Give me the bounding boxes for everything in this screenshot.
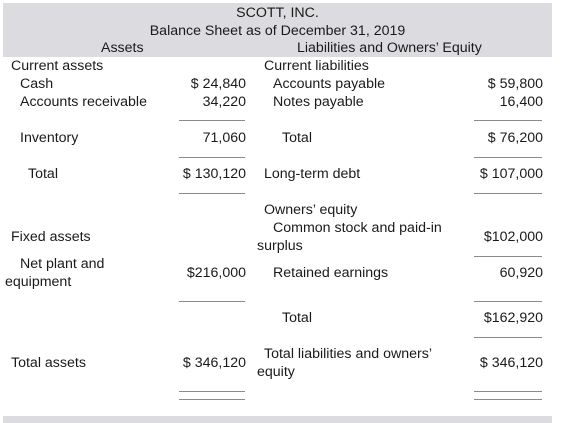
accounts-receivable-label: Accounts receivable (20, 94, 147, 110)
common-stock-value: $102,000 (483, 229, 543, 245)
rule (179, 157, 245, 158)
footer-band (3, 416, 552, 423)
rule (179, 120, 245, 121)
long-term-debt-value: $ 107,000 (479, 166, 543, 182)
retained-earnings-label: Retained earnings (273, 265, 389, 281)
cash-label: Cash (20, 76, 54, 92)
rule (474, 399, 542, 400)
notes-payable-value: 16,400 (499, 94, 543, 110)
accounts-payable-value: $ 59,800 (487, 76, 543, 92)
total-assets-label: Total assets (11, 355, 86, 371)
net-plant-label-line1: Net plant and (20, 256, 105, 272)
accounts-payable-label: Accounts payable (273, 76, 385, 92)
cash-value: $ 24,840 (190, 76, 246, 92)
total-current-assets-label: Total (28, 166, 58, 182)
total-equity-label: Total (282, 310, 312, 326)
total-liabilities-equity-label-line1: Total liabilities and owners’ (264, 346, 432, 362)
owners-equity-label: Owners’ equity (264, 202, 358, 218)
rule (179, 193, 245, 194)
liabilities-heading: Liabilities and Owners’ Equity (297, 40, 482, 56)
notes-payable-label: Notes payable (273, 94, 364, 110)
net-plant-label-line2: equipment (5, 274, 72, 290)
total-current-liabilities-value: $ 76,200 (487, 130, 543, 146)
rule (474, 193, 542, 194)
current-assets-label: Current assets (11, 58, 104, 74)
rule (474, 337, 542, 338)
fixed-assets-label: Fixed assets (11, 229, 91, 245)
statement-title: Balance Sheet as of December 31, 2019 (149, 23, 406, 39)
rule (474, 256, 542, 257)
rule (474, 157, 542, 158)
net-plant-value: $216,000 (186, 265, 246, 281)
header-band (3, 3, 552, 57)
company-name: SCOTT, INC. (236, 5, 319, 21)
accounts-receivable-value: 34,220 (202, 94, 246, 110)
inventory-label: Inventory (20, 130, 79, 146)
rule (474, 391, 542, 392)
rule (179, 399, 245, 400)
long-term-debt-label: Long-term debt (264, 166, 361, 182)
assets-heading: Assets (101, 40, 144, 56)
total-assets-value: $ 346,120 (182, 355, 246, 371)
rule (179, 391, 245, 392)
common-stock-label-line1: Common stock and paid-in (273, 220, 442, 236)
retained-earnings-value: 60,920 (499, 265, 543, 281)
total-current-liabilities-label: Total (282, 130, 312, 146)
total-liabilities-equity-value: $ 346,120 (479, 355, 543, 371)
current-liabilities-label: Current liabilities (264, 58, 369, 74)
rule (179, 301, 245, 302)
total-liabilities-equity-label-line2: equity (257, 364, 295, 380)
total-current-assets-value: $ 130,120 (182, 166, 246, 182)
common-stock-label-line2: surplus (257, 238, 303, 254)
total-equity-value: $162,920 (483, 310, 543, 326)
rule (474, 301, 542, 302)
inventory-value: 71,060 (202, 130, 246, 146)
rule (474, 120, 542, 121)
